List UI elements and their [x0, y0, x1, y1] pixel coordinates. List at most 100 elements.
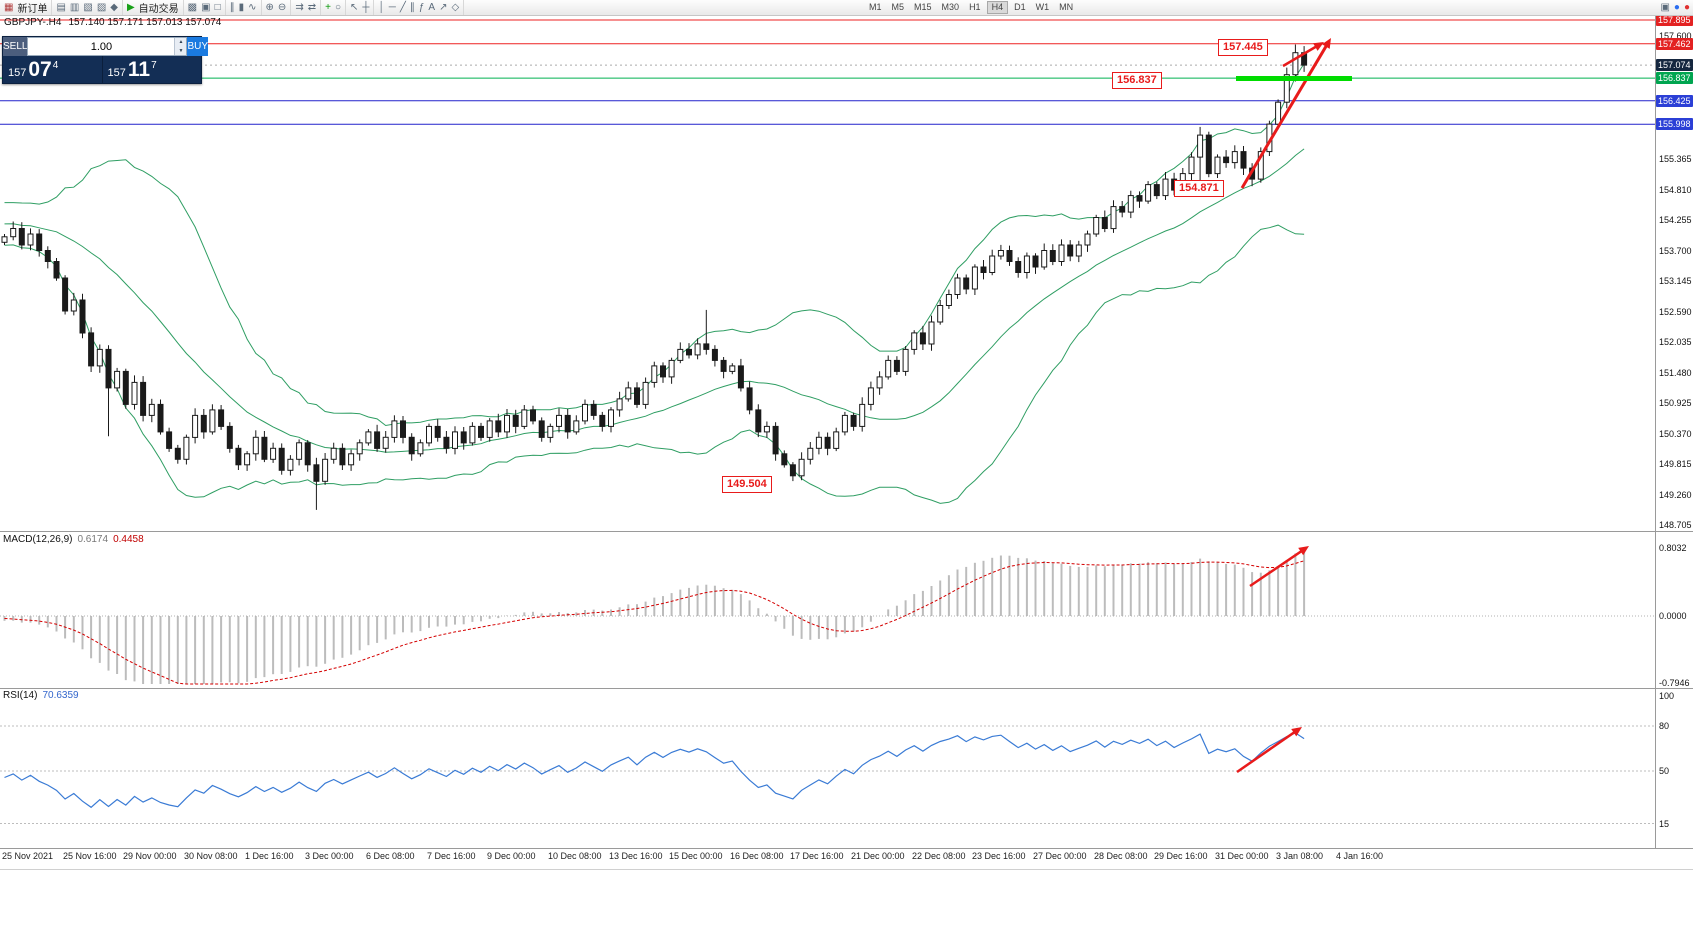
text-icon[interactable]: A	[428, 2, 436, 13]
timeframe-h1[interactable]: H1	[969, 2, 981, 12]
time-axis-label: 28 Dec 08:00	[1094, 851, 1148, 861]
rsi-axis-label: 15	[1659, 818, 1670, 829]
macd-indicator-label: MACD(12,26,9) 0.6174 0.4458	[3, 534, 144, 545]
terminal-icon[interactable]: ▨	[96, 2, 107, 13]
trend-arrow[interactable]	[1249, 546, 1309, 588]
rsi-axis-label: 50	[1659, 766, 1670, 776]
chart-shift-icon[interactable]: ⇄	[307, 2, 317, 13]
price-axis-tick: 149.260	[1659, 489, 1692, 500]
time-axis-label: 17 Dec 16:00	[790, 851, 844, 861]
time-axis-label: 21 Dec 00:00	[851, 851, 905, 861]
zoom-in-icon[interactable]: ⊕	[265, 2, 274, 13]
one-click-trading-panel: SELL ▲ ▼ BUY 157 07 4 157 11 7	[2, 36, 209, 84]
volume-spinner: ▲ ▼	[174, 38, 187, 55]
time-axis-label: 1 Dec 16:00	[245, 851, 294, 861]
new-order-button-label[interactable]: 新订单	[17, 4, 48, 15]
time-axis-label: 13 Dec 16:00	[609, 851, 663, 861]
bar-chart-icon[interactable]: ∥	[229, 2, 235, 13]
fibonacci-icon[interactable]: ƒ	[418, 2, 425, 13]
strategy-tester-icon[interactable]: ◆	[110, 2, 118, 13]
timeframe-mn[interactable]: MN	[1059, 2, 1074, 12]
trendline-icon[interactable]: ╱	[399, 2, 406, 13]
fullscreen-icon[interactable]: ▣	[1660, 2, 1670, 13]
arrow-object-icon[interactable]: ↗	[439, 2, 448, 13]
crosshair-icon[interactable]: ┼	[362, 2, 370, 13]
sell-price-sup: 4	[52, 60, 59, 71]
toolbar-group: ⇉ ⇄	[291, 0, 322, 15]
time-axis-label: 16 Dec 08:00	[730, 851, 784, 861]
toolbar-group: │ ─ ╱ ∥ ƒ A ↗ ◇	[374, 0, 465, 15]
symbol-name: GBPJPY-.H4	[4, 17, 62, 28]
line-chart-icon[interactable]: ∿	[248, 2, 257, 13]
alert-icon[interactable]: ●	[1673, 2, 1680, 13]
sell-price[interactable]: 157 07 4	[3, 56, 102, 83]
timeframe-m1[interactable]: M1	[869, 2, 882, 12]
data-window-icon[interactable]: ▥	[69, 2, 80, 13]
macd-axis-label: -0.7946	[1659, 678, 1690, 689]
market-watch-icon[interactable]: ▤	[56, 2, 66, 13]
candlestick-chart-icon[interactable]: ▮	[238, 2, 245, 13]
timeframe-d1[interactable]: D1	[1014, 2, 1026, 12]
time-axis-label: 6 Dec 08:00	[366, 851, 415, 861]
rsi-axis-label: 100	[1659, 691, 1675, 701]
volume-input[interactable]	[28, 38, 175, 55]
new-chart-icon[interactable]: ▩	[187, 2, 198, 13]
autotrading-button-label[interactable]: 自动交易	[138, 4, 179, 15]
macd-name: MACD(12,26,9)	[3, 534, 73, 545]
price-annotation-box[interactable]: 154.871	[1174, 180, 1224, 197]
cursor-icon[interactable]: ↖	[349, 2, 359, 13]
buy-price-prefix: 157	[107, 67, 126, 79]
new-order-button[interactable]: ▦	[4, 2, 14, 13]
sell-button[interactable]: SELL	[3, 37, 28, 56]
price-axis-badge: 156.425	[1656, 94, 1693, 107]
support-level-highlight[interactable]	[1236, 75, 1352, 81]
vertical-line-icon[interactable]: │	[378, 2, 385, 13]
navigator-icon[interactable]: ▧	[83, 2, 93, 13]
buy-price[interactable]: 157 11 7	[101, 56, 202, 83]
price-axis-tick: 150.370	[1659, 428, 1692, 439]
horizontal-line-icon[interactable]: ─	[388, 2, 396, 13]
channel-icon[interactable]: ∥	[409, 2, 415, 13]
symbol-ohlc: 157.140 157.171 157.013 157.074	[68, 17, 222, 28]
time-axis-label: 10 Dec 08:00	[548, 851, 602, 861]
price-annotation-box[interactable]: 149.504	[722, 476, 772, 493]
timeframe-w1[interactable]: W1	[1035, 2, 1050, 12]
time-axis-label: 3 Dec 00:00	[305, 851, 354, 861]
buy-button[interactable]: BUY	[187, 37, 209, 56]
auto-scroll-icon[interactable]: ⇉	[295, 2, 304, 13]
timeframe-m15[interactable]: M15	[914, 2, 932, 12]
toolbar-left-groups: ▦ 新订单 ▤ ▥ ▧ ▨ ◆ ▶ 自动交易 ▩ ▣ □ ∥ ▮ ∿ ⊕ ⊖ ⇉ ⇄ + ○ ↖ ┼ │ ─ ╱ ∥ ƒ A ↗ ◇	[0, 0, 465, 15]
record-icon[interactable]: ●	[1683, 2, 1690, 13]
shapes-icon[interactable]: ◇	[451, 2, 460, 13]
toolbar-group: ↖ ┼	[346, 0, 375, 15]
trend-arrow[interactable]	[1236, 727, 1302, 774]
price-annotation-box[interactable]: 157.445	[1218, 39, 1268, 56]
zoom-out-icon[interactable]: ⊖	[277, 2, 287, 13]
trend-arrow[interactable]	[1282, 42, 1324, 68]
timeframe-h4[interactable]: H4	[986, 1, 1009, 14]
toolbar-right-icons: ▣ ● ●	[1660, 0, 1690, 15]
price-axis-badge: 156.837	[1656, 72, 1693, 85]
price-axis-tick: 151.480	[1659, 367, 1692, 378]
price-axis-badge: 155.998	[1656, 118, 1693, 131]
trend-arrow[interactable]	[1240, 38, 1331, 189]
periods-icon[interactable]: ○	[334, 2, 341, 13]
templates-icon[interactable]: □	[214, 2, 221, 13]
autotrading-button[interactable]: ▶	[126, 2, 135, 13]
time-axis-label: 3 Jan 08:00	[1276, 851, 1324, 861]
volume-decrease-button[interactable]: ▼	[178, 47, 184, 54]
time-axis-label: 31 Dec 00:00	[1215, 851, 1269, 861]
level-lines	[0, 19, 1655, 125]
indicators-add-icon[interactable]: +	[325, 2, 331, 13]
price-annotation-box[interactable]: 156.837	[1112, 72, 1162, 89]
timeframe-m30[interactable]: M30	[941, 2, 960, 12]
price-axis-badge: 157.895	[1656, 14, 1693, 26]
price-axis-tick: 148.705	[1659, 520, 1692, 530]
timeframe-m5[interactable]: M5	[891, 2, 905, 12]
price-axis-tick: 154.255	[1659, 215, 1692, 225]
time-axis-label: 25 Nov 16:00	[63, 851, 117, 861]
volume-increase-button[interactable]: ▲	[178, 39, 184, 45]
profiles-icon[interactable]: ▣	[201, 2, 211, 13]
